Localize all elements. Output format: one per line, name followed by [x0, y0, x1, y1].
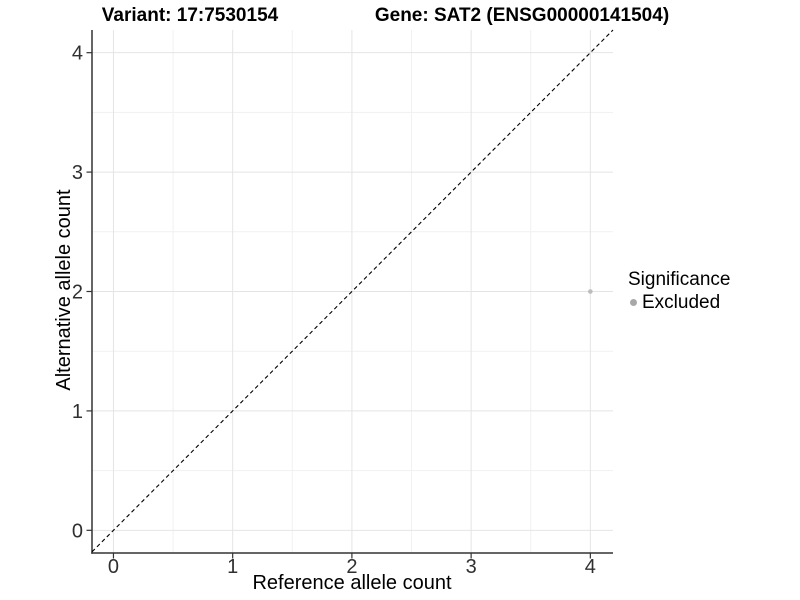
x-tick-label: 1: [227, 556, 238, 578]
y-tick-label: 3: [72, 162, 83, 184]
y-tick-label: 0: [72, 520, 83, 542]
x-tick-label: 4: [585, 556, 596, 578]
x-tick-label: 3: [466, 556, 477, 578]
legend-entry-excluded: Excluded: [628, 292, 798, 313]
legend-entry-label: Excluded: [642, 292, 721, 313]
identity-dashed-line: [91, 29, 614, 553]
x-tick-label: 0: [108, 556, 119, 578]
plot-title-gene: Gene: SAT2 (ENSG00000141504): [374, 5, 670, 26]
x-axis-title: Reference allele count: [252, 572, 452, 594]
plot-title-variant: Variant: 17:7530154: [101, 5, 279, 26]
legend-title: Significance: [628, 269, 731, 290]
legend-key-dot-icon: [630, 299, 637, 306]
data-point: [588, 289, 593, 294]
y-axis-title: Alternative allele count: [53, 189, 75, 391]
y-tick-label: 2: [72, 282, 83, 304]
y-tick-label: 1: [72, 401, 83, 423]
x-tick-label: 2: [346, 556, 357, 578]
y-tick-label: 4: [72, 43, 83, 65]
legend: Significance Excluded: [628, 269, 798, 313]
